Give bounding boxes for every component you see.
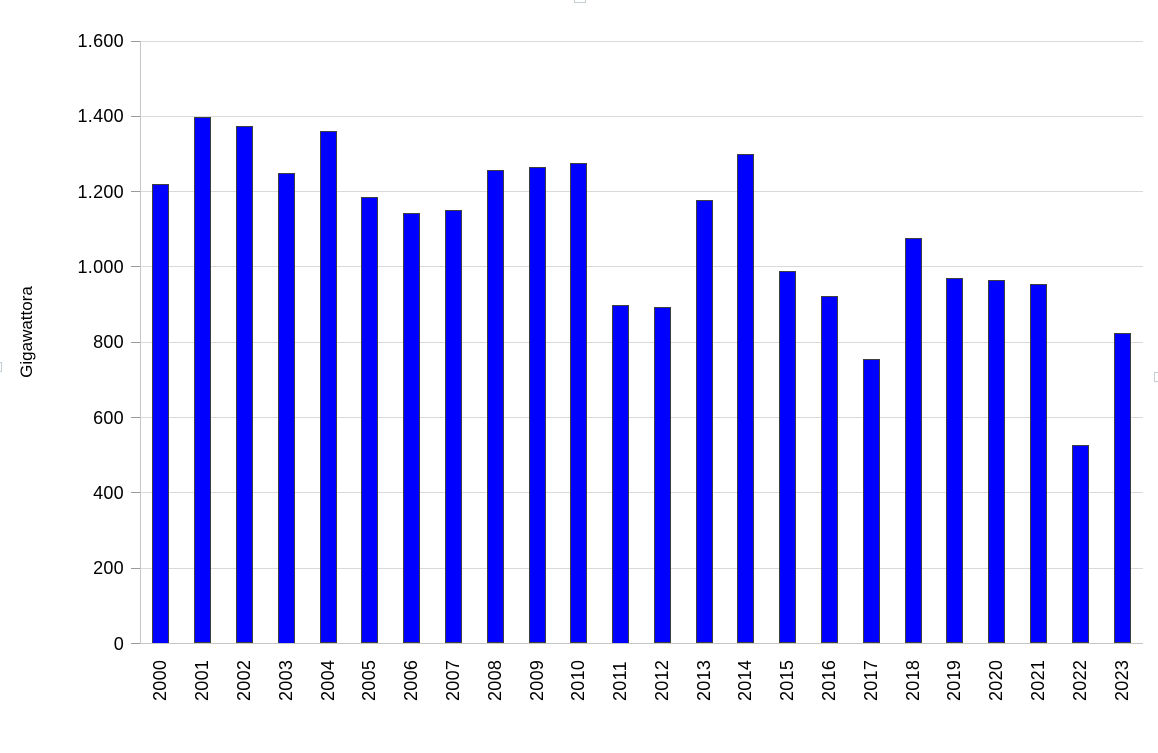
x-tick-label-2007: 2007 <box>442 659 463 701</box>
x-tick-label-2010: 2010 <box>568 659 589 701</box>
y-tick-600 <box>131 417 140 419</box>
selection-handle-left-middle[interactable] <box>0 362 2 372</box>
x-tick-label-2018: 2018 <box>902 659 923 701</box>
bar-2014[interactable] <box>737 153 755 644</box>
bar-2005[interactable] <box>361 197 379 644</box>
x-tick-label-2013: 2013 <box>693 659 714 701</box>
y-tick-label-1.200: 1.200 <box>77 181 124 202</box>
x-tick-label-2011: 2011 <box>610 661 631 701</box>
bar-2008[interactable] <box>486 169 504 644</box>
y-tick-label-800: 800 <box>93 332 124 353</box>
x-tick-label-2015: 2015 <box>777 659 798 701</box>
x-tick-label-2020: 2020 <box>986 659 1007 701</box>
y-tick-label-600: 600 <box>93 407 124 428</box>
gridline-1.200 <box>140 191 1143 193</box>
x-tick-label-2000: 2000 <box>150 659 171 701</box>
x-tick-label-2009: 2009 <box>526 659 547 701</box>
gridline-400 <box>140 492 1143 494</box>
bar-2022[interactable] <box>1071 444 1089 644</box>
bar-2002[interactable] <box>235 125 253 644</box>
x-tick-label-2003: 2003 <box>275 659 296 701</box>
y-tick-label-200: 200 <box>93 558 124 579</box>
x-tick-label-2001: 2001 <box>192 659 213 701</box>
y-tick-label-0: 0 <box>113 633 124 654</box>
y-tick-0 <box>131 643 140 644</box>
y-tick-1.400 <box>131 115 140 117</box>
bar-2009[interactable] <box>528 167 546 644</box>
bar-2011[interactable] <box>612 304 630 644</box>
x-tick-label-2008: 2008 <box>484 659 505 701</box>
bar-2018[interactable] <box>904 237 922 644</box>
bar-2019[interactable] <box>946 277 964 644</box>
bar-2003[interactable] <box>277 172 295 644</box>
bar-2015[interactable] <box>779 271 797 644</box>
bar-2012[interactable] <box>653 307 671 644</box>
y-tick-1.200 <box>131 191 140 193</box>
selection-handle-right-middle[interactable] <box>1154 372 1158 382</box>
x-axis-line <box>140 643 1143 644</box>
x-tick-label-2019: 2019 <box>944 659 965 701</box>
x-tick-label-2004: 2004 <box>317 659 338 701</box>
y-tick-800 <box>131 341 140 343</box>
bar-2020[interactable] <box>988 280 1006 644</box>
gridline-800 <box>140 341 1143 343</box>
y-tick-400 <box>131 492 140 494</box>
bar-2016[interactable] <box>821 295 839 644</box>
x-tick-label-2005: 2005 <box>359 659 380 701</box>
y-tick-label-400: 400 <box>93 482 124 503</box>
bar-2013[interactable] <box>695 200 713 644</box>
y-tick-label-1.000: 1.000 <box>77 256 124 277</box>
bar-2006[interactable] <box>403 213 421 644</box>
bar-2010[interactable] <box>570 162 588 644</box>
x-tick-label-2017: 2017 <box>860 659 881 701</box>
x-tick-label-2022: 2022 <box>1069 659 1090 701</box>
x-tick-label-2002: 2002 <box>233 659 254 701</box>
x-tick-label-2021: 2021 <box>1028 659 1049 701</box>
y-tick-200 <box>131 567 140 569</box>
bar-2001[interactable] <box>194 117 212 644</box>
x-tick-label-2012: 2012 <box>651 659 672 701</box>
gridline-200 <box>140 567 1143 569</box>
gridline-600 <box>140 417 1143 419</box>
gridline-1.000 <box>140 266 1143 268</box>
bar-2000[interactable] <box>152 184 170 644</box>
x-tick-label-2016: 2016 <box>819 659 840 701</box>
x-tick-label-2006: 2006 <box>401 659 422 701</box>
bar-2017[interactable] <box>862 359 880 644</box>
gridline-1.600 <box>140 40 1143 42</box>
x-tick-label-2023: 2023 <box>1111 659 1132 701</box>
y-tick-1.000 <box>131 266 140 268</box>
bar-2021[interactable] <box>1030 283 1048 644</box>
x-tick-label-2014: 2014 <box>735 659 756 701</box>
y-tick-label-1.600: 1.600 <box>77 31 124 51</box>
bar-2004[interactable] <box>319 130 337 644</box>
bar-2023[interactable] <box>1113 333 1131 644</box>
y-axis-line <box>140 41 141 644</box>
selection-handle-top-center[interactable] <box>574 0 586 3</box>
y-tick-1.600 <box>131 40 140 42</box>
y-tick-label-1.400: 1.400 <box>77 106 124 127</box>
gridline-1.400 <box>140 115 1143 117</box>
bar-2007[interactable] <box>444 209 462 644</box>
